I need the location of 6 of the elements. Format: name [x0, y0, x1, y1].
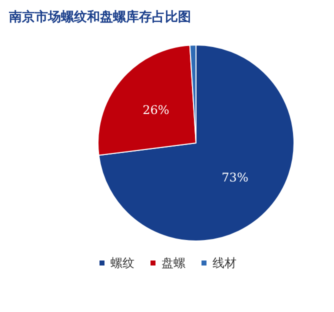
- legend-label: 线材: [212, 256, 236, 270]
- data-label: 73%: [222, 170, 248, 184]
- chart-title: 南京市场螺纹和盘螺库存占比图: [8, 9, 191, 25]
- legend-label: 盘螺: [162, 256, 186, 270]
- legend-label: 螺纹: [110, 256, 134, 270]
- data-label: 26%: [142, 102, 170, 117]
